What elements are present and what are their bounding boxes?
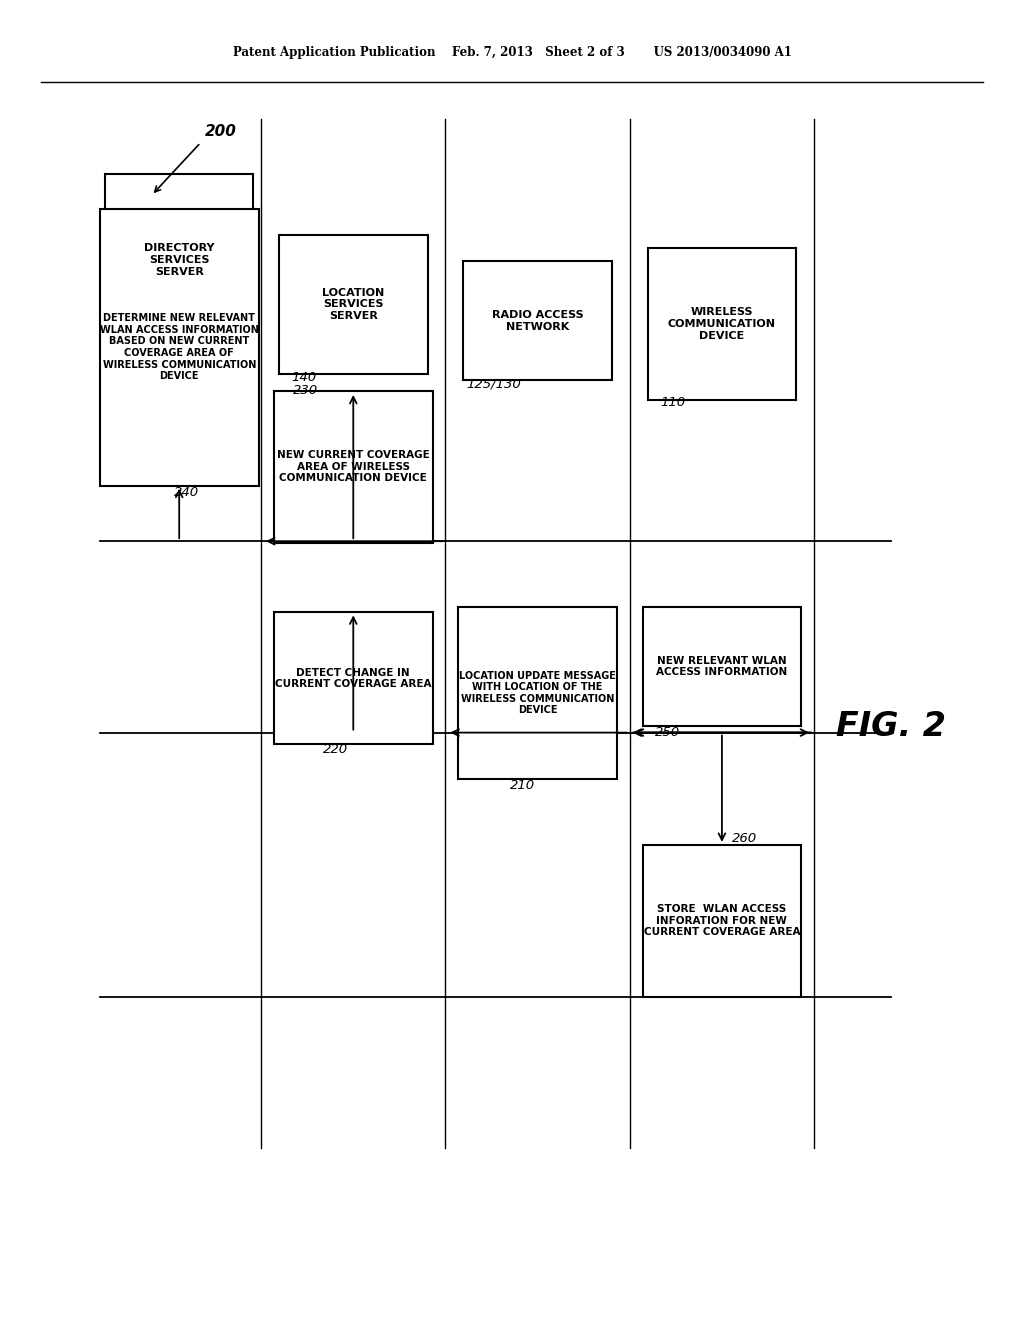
Text: 150: 150 bbox=[123, 343, 148, 356]
Text: 210: 210 bbox=[510, 779, 536, 792]
Text: NEW CURRENT COVERAGE
AREA OF WIRELESS
COMMUNICATION DEVICE: NEW CURRENT COVERAGE AREA OF WIRELESS CO… bbox=[276, 450, 430, 483]
Text: 260: 260 bbox=[732, 832, 758, 845]
Text: DETERMINE NEW RELEVANT
WLAN ACCESS INFORMATION
BASED ON NEW CURRENT
COVERAGE ARE: DETERMINE NEW RELEVANT WLAN ACCESS INFOR… bbox=[99, 313, 259, 381]
Text: 220: 220 bbox=[323, 743, 348, 756]
Bar bbox=[104, 174, 254, 346]
Text: LOCATION UPDATE MESSAGE
WITH LOCATION OF THE
WIRELESS COMMUNICATION
DEVICE: LOCATION UPDATE MESSAGE WITH LOCATION OF… bbox=[459, 671, 616, 715]
Bar bbox=[273, 391, 432, 543]
Text: NEW RELEVANT WLAN
ACCESS INFORMATION: NEW RELEVANT WLAN ACCESS INFORMATION bbox=[656, 656, 787, 677]
Bar bbox=[647, 248, 797, 400]
Text: 240: 240 bbox=[174, 486, 200, 499]
Text: 230: 230 bbox=[293, 384, 318, 397]
Text: 200: 200 bbox=[205, 124, 237, 140]
Text: DIRECTORY
SERVICES
SERVER: DIRECTORY SERVICES SERVER bbox=[144, 243, 214, 277]
Text: FIG. 2: FIG. 2 bbox=[836, 710, 946, 743]
Text: WIRELESS
COMMUNICATION
DEVICE: WIRELESS COMMUNICATION DEVICE bbox=[668, 308, 776, 341]
Bar bbox=[463, 261, 612, 380]
Text: Patent Application Publication    Feb. 7, 2013   Sheet 2 of 3       US 2013/0034: Patent Application Publication Feb. 7, 2… bbox=[232, 46, 792, 59]
Text: STORE  WLAN ACCESS
INFORATION FOR NEW
CURRENT COVERAGE AREA: STORE WLAN ACCESS INFORATION FOR NEW CUR… bbox=[644, 904, 800, 937]
Text: 125/130: 125/130 bbox=[466, 378, 520, 391]
Bar bbox=[643, 607, 801, 726]
Bar bbox=[99, 209, 258, 486]
Bar bbox=[273, 612, 432, 744]
Text: RADIO ACCESS
NETWORK: RADIO ACCESS NETWORK bbox=[492, 310, 584, 331]
Text: LOCATION
SERVICES
SERVER: LOCATION SERVICES SERVER bbox=[323, 288, 384, 321]
Text: 250: 250 bbox=[655, 726, 681, 739]
Bar bbox=[459, 607, 616, 779]
Text: 110: 110 bbox=[660, 396, 686, 409]
Bar bbox=[643, 845, 801, 997]
Bar bbox=[279, 235, 428, 374]
Text: 140: 140 bbox=[292, 371, 317, 384]
Text: DETECT CHANGE IN
CURRENT COVERAGE AREA: DETECT CHANGE IN CURRENT COVERAGE AREA bbox=[275, 668, 431, 689]
